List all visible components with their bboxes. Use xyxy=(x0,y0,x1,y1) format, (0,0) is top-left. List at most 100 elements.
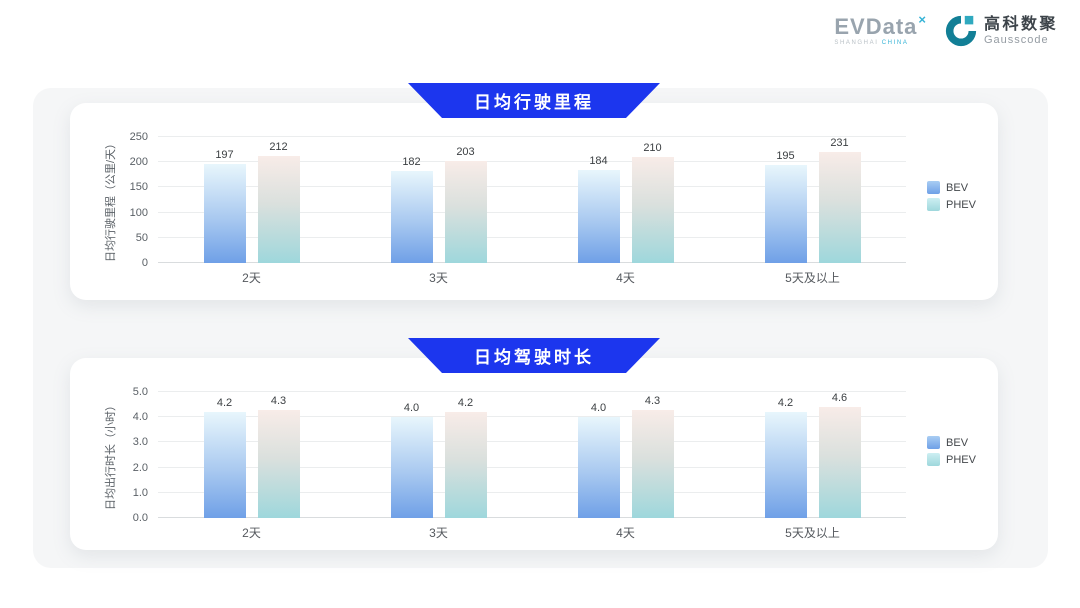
bar-group: 4.0 4.2 xyxy=(345,392,532,518)
legend-label: BEV xyxy=(946,181,969,194)
bar-value-label: 4.2 xyxy=(777,397,794,410)
y-tick-label: 0.0 xyxy=(132,512,148,524)
gridline xyxy=(158,236,906,238)
bar-group: 197 212 xyxy=(158,137,345,263)
category-axis: 2天 3天 4天 5天及以上 xyxy=(158,269,906,286)
bar-value-label: 4.3 xyxy=(270,394,287,407)
bar-value-label: 184 xyxy=(589,155,608,168)
bar-column: 203 xyxy=(444,137,487,263)
legend-item-phev[interactable]: PHEV xyxy=(927,198,976,211)
bev-bar xyxy=(577,417,620,518)
legend-label: PHEV xyxy=(946,198,976,211)
phev-bar xyxy=(818,152,861,263)
gridline xyxy=(158,161,906,163)
bar-value-label: 4.3 xyxy=(644,394,661,407)
gausscode-text: 高科数聚 Gausscode xyxy=(984,16,1058,46)
bar-group: 195 231 xyxy=(719,137,906,263)
y-axis-label-wrap: 日均出行时长（小时） xyxy=(100,392,120,518)
bar-value-label: 4.2 xyxy=(216,397,233,410)
chart-title-banner: 日均行驶里程 xyxy=(408,83,660,118)
gridline xyxy=(158,517,906,518)
bar-value-label: 182 xyxy=(402,156,421,169)
legend: BEV PHEV xyxy=(927,436,976,466)
bev-legend-swatch xyxy=(927,181,941,194)
bar-column: 4.3 xyxy=(631,392,674,518)
phev-bar xyxy=(257,409,300,518)
bar-column: 184 xyxy=(577,137,620,263)
category-label: 4天 xyxy=(616,271,635,285)
y-tick-label: 5.0 xyxy=(132,386,148,398)
evdata-logo: EVData × SHANGHAI CHINA xyxy=(834,12,926,46)
category-axis: 2天 3天 4天 5天及以上 xyxy=(158,524,906,541)
bar-value-label: 4.0 xyxy=(590,402,607,415)
category-label: 4天 xyxy=(616,526,635,540)
y-tick-label: 250 xyxy=(129,131,148,143)
gridline xyxy=(158,211,906,213)
bev-bar xyxy=(390,171,433,263)
bev-bar xyxy=(764,412,807,518)
evdata-subtext-china: CHINA xyxy=(881,40,909,46)
bar-group: 4.0 4.3 xyxy=(532,392,719,518)
bev-bar xyxy=(577,170,620,263)
y-tick-label: 50 xyxy=(135,231,148,244)
header-logos: EVData × SHANGHAI CHINA 高科数聚 Gausscode xyxy=(834,12,1058,48)
y-tick-label: 4.0 xyxy=(132,411,148,424)
y-tick-label: 3.0 xyxy=(132,436,148,449)
legend-item-bev[interactable]: BEV xyxy=(927,181,976,194)
duration-chart-card: 日均驾驶时长 日均出行时长（小时） 0.0 1.0 2.0 3.0 4.0 5.0 4.2 4.… xyxy=(70,338,998,550)
gridline xyxy=(158,262,906,263)
gridline xyxy=(158,466,906,468)
bar-value-label: 203 xyxy=(456,145,475,158)
y-axis-label: 日均行驶里程（公里/天） xyxy=(105,137,117,263)
bar-value-label: 231 xyxy=(830,137,849,149)
bar-column: 4.0 xyxy=(390,392,433,518)
category-label: 3天 xyxy=(429,271,448,285)
phev-legend-swatch xyxy=(927,198,941,211)
legend-label: BEV xyxy=(946,436,969,449)
bar-value-label: 210 xyxy=(643,142,662,155)
bar-column: 195 xyxy=(764,137,807,263)
category-label: 2天 xyxy=(242,271,261,285)
evdata-brand-text: EVData xyxy=(834,14,918,39)
evdata-subtext: SHANGHAI CHINA xyxy=(834,40,908,46)
category-label: 5天及以上 xyxy=(785,526,840,540)
gridline xyxy=(158,186,906,188)
chart-title: 日均驾驶时长 xyxy=(474,348,594,367)
bar-column: 4.2 xyxy=(764,392,807,518)
gausscode-logo: 高科数聚 Gausscode xyxy=(944,14,1058,48)
bar-groups: 4.2 4.3 4.0 4.2 4.0 4.3 4.2 4.6 xyxy=(158,392,906,518)
y-tick-label: 100 xyxy=(129,206,148,219)
category-label: 3天 xyxy=(429,526,448,540)
legend-label: PHEV xyxy=(946,453,976,466)
bar-value-label: 4.6 xyxy=(831,392,848,404)
gridline xyxy=(158,391,906,392)
bar-value-label: 195 xyxy=(776,149,795,162)
phev-bar xyxy=(631,157,674,263)
y-axis: 0 50 100 150 200 250 xyxy=(120,131,154,269)
legend-item-phev[interactable]: PHEV xyxy=(927,453,976,466)
phev-bar xyxy=(444,160,487,263)
plot-area: 4.2 4.3 4.0 4.2 4.0 4.3 4.2 4.6 xyxy=(158,391,906,518)
gridline xyxy=(158,416,906,418)
phev-bar xyxy=(818,407,861,518)
gausscode-icon xyxy=(945,15,977,47)
bev-bar xyxy=(390,417,433,518)
evdata-x-icon: × xyxy=(918,12,926,27)
phev-bar xyxy=(444,412,487,518)
bar-column: 231 xyxy=(818,137,861,263)
bar-value-label: 212 xyxy=(269,141,288,154)
mileage-bar-chart: 日均行驶里程（公里/天） 0 50 100 150 200 250 197 212 182 203 1… xyxy=(100,131,978,287)
bar-column: 4.0 xyxy=(577,392,620,518)
phev-bar xyxy=(257,156,300,263)
bar-column: 4.6 xyxy=(818,392,861,518)
phev-legend-swatch xyxy=(927,453,941,466)
bar-groups: 197 212 182 203 184 210 195 231 xyxy=(158,137,906,263)
plot-area: 197 212 182 203 184 210 195 231 xyxy=(158,136,906,263)
charts-panel: 日均行驶里程 日均行驶里程（公里/天） 0 50 100 150 200 250 197 212… xyxy=(33,83,1048,568)
evdata-wordmark: EVData × xyxy=(834,12,926,39)
legend-item-bev[interactable]: BEV xyxy=(927,436,976,449)
y-axis: 0.0 1.0 2.0 3.0 4.0 5.0 xyxy=(120,386,154,524)
bar-value-label: 4.0 xyxy=(403,402,420,415)
chart-title-banner: 日均驾驶时长 xyxy=(408,338,660,373)
